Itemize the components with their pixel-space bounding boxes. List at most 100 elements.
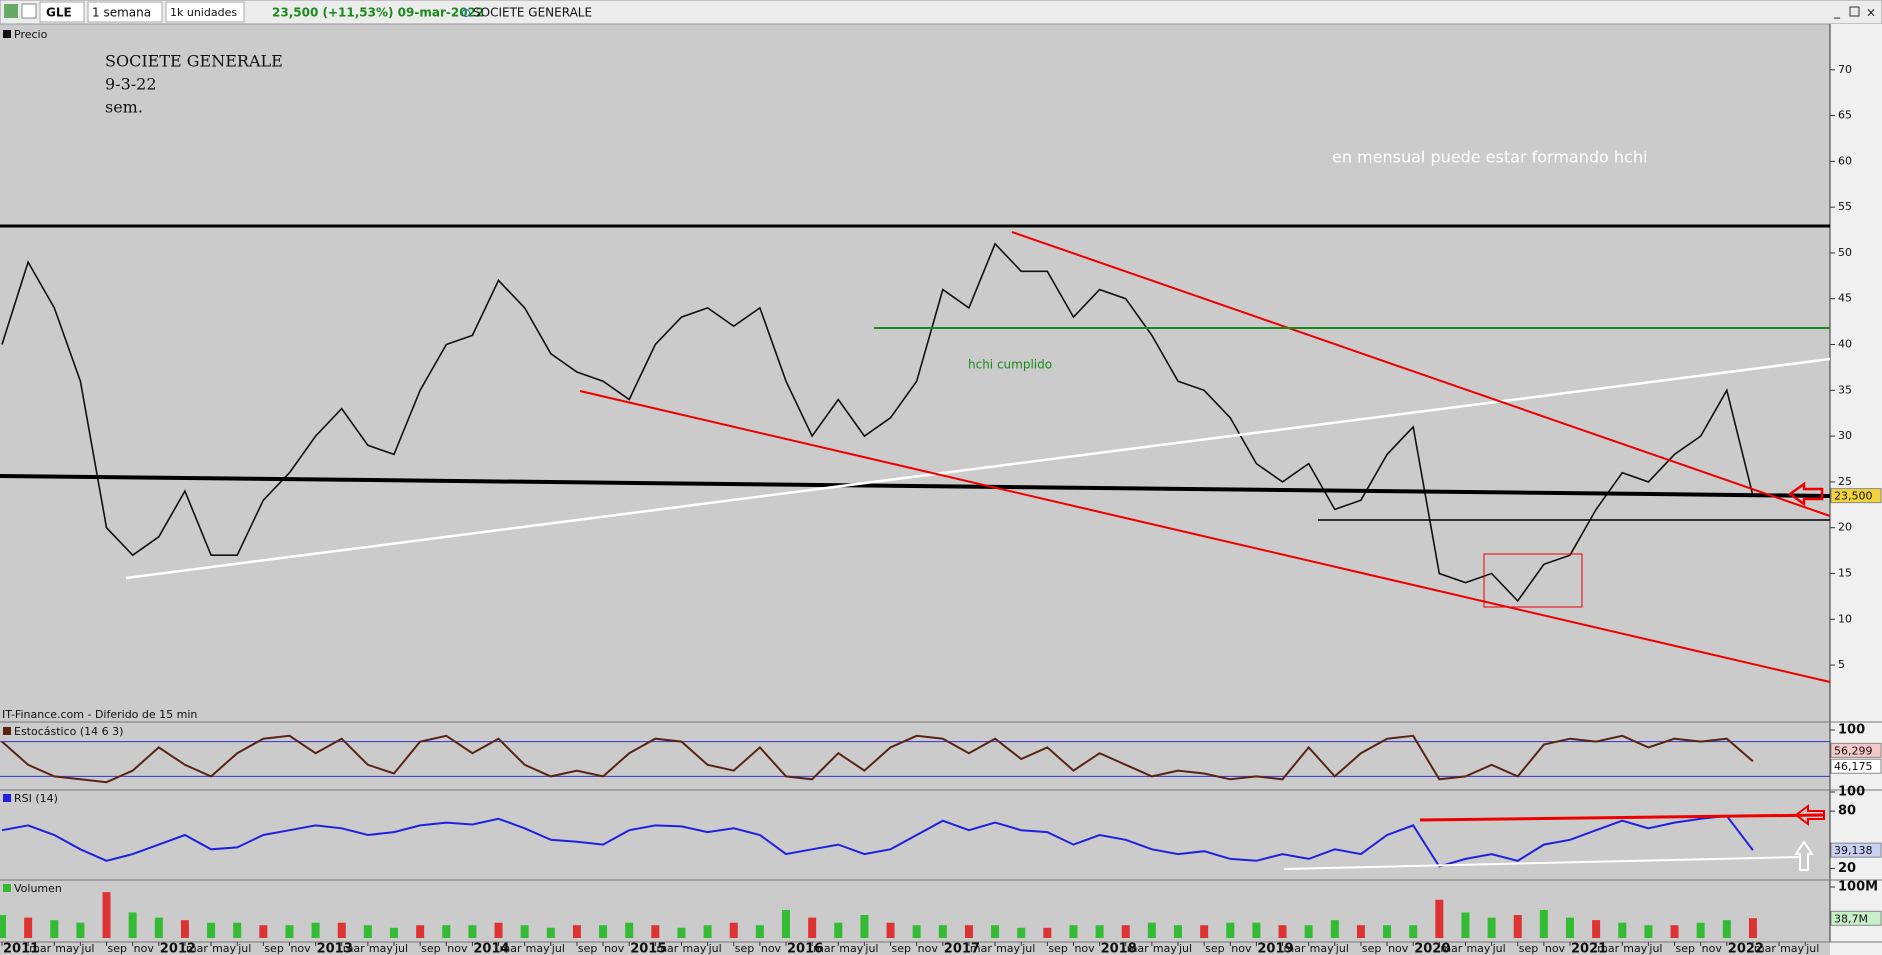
volume-bar	[0, 915, 6, 938]
minimize[interactable]: _	[1833, 5, 1841, 19]
rsi-trend-line	[1419, 813, 1825, 822]
volume-bar	[416, 925, 425, 938]
y-tick-label: 60	[1838, 154, 1852, 167]
x-tick-label: nov	[1702, 942, 1723, 955]
y-tick-label: 5	[1838, 658, 1845, 671]
y-tick-label: 55	[1838, 200, 1852, 213]
last-value-box	[1830, 758, 1882, 774]
x-tick-label: sep	[1676, 942, 1695, 955]
y-tick-label: 100M	[1838, 880, 1878, 895]
status-dot	[462, 9, 470, 17]
panel-title: Volumen	[14, 882, 62, 895]
x-tick-label: jul	[1492, 942, 1506, 955]
annotation: SOCIETE GENERALE	[105, 52, 283, 71]
y-tick-label: 100	[1838, 785, 1865, 800]
x-tick-label: jul	[708, 942, 722, 955]
y-tick-label: 45	[1838, 292, 1852, 305]
volume-bar	[102, 892, 111, 938]
x-tick-label: mar	[1440, 942, 1462, 955]
x-tick-label: jul	[1648, 942, 1662, 955]
units-box[interactable]	[165, 1, 245, 23]
volume-bar	[311, 922, 320, 938]
last-value-box	[1830, 842, 1882, 858]
panel-title-icon	[3, 30, 11, 38]
last-value-box	[1830, 488, 1882, 504]
x-tick-label: 2019	[1257, 942, 1293, 955]
volume-bar	[76, 922, 85, 938]
symbol: GLE	[46, 6, 72, 20]
x-tick-label: may	[369, 942, 393, 955]
x-tick-label: 2013	[317, 942, 353, 955]
maximize[interactable]	[1849, 6, 1860, 17]
x-tick-label: nov	[1545, 942, 1566, 955]
x-tick-label: may	[526, 942, 550, 955]
volume-bar	[1487, 917, 1496, 938]
x-tick-label: may	[996, 942, 1020, 955]
volume-bar	[625, 922, 634, 938]
x-tick-label: mar	[500, 942, 522, 955]
x-tick-label: 2014	[473, 942, 509, 955]
y-tick-label: 20	[1838, 521, 1852, 534]
x-tick-label: nov	[604, 942, 625, 955]
y-tick-label: 50	[1838, 246, 1852, 259]
x-tick-label: mar	[970, 942, 992, 955]
volume-bar	[808, 917, 817, 938]
x-tick-label: mar	[186, 942, 208, 955]
x-tick-label: nov	[1231, 942, 1252, 955]
volume-bar	[233, 922, 242, 938]
volume-bar	[180, 920, 189, 938]
y-tick-label: 80	[1838, 804, 1856, 819]
last-value-label: 38,7M	[1834, 912, 1868, 925]
volume-bar	[24, 917, 33, 938]
x-tick-label: may	[1153, 942, 1177, 955]
highlight-box	[1483, 553, 1583, 608]
series-line	[1, 814, 1754, 868]
settings-icon[interactable]	[21, 3, 37, 19]
arrow	[1787, 481, 1824, 507]
volume-bar	[729, 922, 738, 938]
x-tick-label: sep	[735, 942, 754, 955]
period-box[interactable]	[87, 1, 163, 23]
volume-bar	[938, 925, 947, 938]
volume-bar	[1644, 925, 1653, 938]
x-tick-label: 2018	[1101, 942, 1137, 955]
volume-bar	[912, 925, 921, 938]
volume-bar	[1147, 922, 1156, 938]
volume-bar	[1174, 925, 1182, 938]
volume-bar	[1383, 925, 1392, 938]
symbol-box[interactable]	[39, 1, 85, 23]
volume-bar	[259, 925, 268, 938]
panel-title-icon	[3, 794, 11, 802]
x-tick-label: sep	[1362, 942, 1381, 955]
close[interactable]: ×	[1866, 6, 1876, 20]
x-tick-label: may	[1780, 942, 1804, 955]
x-tick-label: may	[212, 942, 236, 955]
x-tick-label: mar	[1127, 942, 1149, 955]
x-tick-label: mar	[1754, 942, 1776, 955]
panel-title: Estocástico (14 6 3)	[14, 725, 123, 738]
last-value-label: 46,175	[1834, 760, 1873, 773]
y-tick-label: 30	[1838, 429, 1852, 442]
x-tick-label: mar	[1284, 942, 1306, 955]
toolbar: GLE 1 semana 1k unidades 23,500 (+11,53%…	[0, 0, 1882, 25]
x-tick-label: sep	[578, 942, 597, 955]
volume-bar	[363, 925, 372, 938]
y-tick-label: 25	[1838, 475, 1852, 488]
x-tick-label: 2020	[1414, 942, 1450, 955]
x-tick-label: jul	[237, 942, 251, 955]
volume-bar	[520, 925, 529, 938]
volume-bar	[1226, 922, 1235, 938]
last-value-box	[1830, 742, 1882, 758]
last-value-label: 39,138	[1834, 844, 1873, 857]
volume-bar	[1121, 925, 1130, 938]
volume-bar	[1513, 915, 1522, 938]
period: 1 semana	[92, 6, 151, 20]
annotation: en mensual puede estar formando hchi	[1332, 148, 1647, 167]
x-tick-label: jul	[80, 942, 94, 955]
rsi-trend-line	[1283, 856, 1801, 870]
volume-bar	[1200, 925, 1209, 938]
chart-icon[interactable]	[4, 4, 18, 18]
x-tick-label: mar	[656, 942, 678, 955]
last-value-box	[1830, 910, 1882, 926]
